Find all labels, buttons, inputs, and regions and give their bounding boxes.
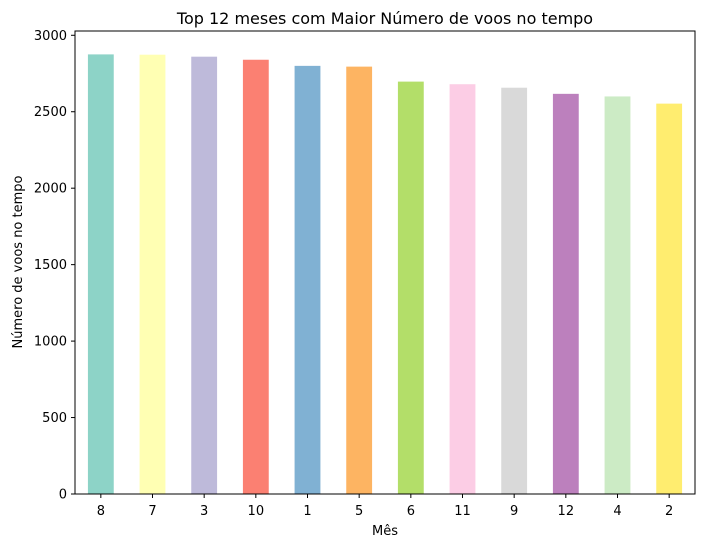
bar-1 [294, 65, 321, 495]
x-tick-label: 4 [613, 504, 621, 519]
y-tick-label: 1500 [34, 258, 67, 273]
y-tick-label: 2000 [34, 182, 67, 197]
x-tick-label: 6 [407, 504, 415, 519]
y-axis-label: Número de voos no tempo [11, 175, 26, 348]
y-tick-label: 0 [59, 488, 67, 503]
bar-5 [346, 66, 373, 495]
bar-7 [139, 54, 166, 494]
y-ticks-group: 0 500 1000 1500 2000 2500 3000 [34, 29, 75, 503]
bar-3 [191, 56, 218, 495]
x-tick-label: 9 [510, 504, 518, 519]
y-tick-label: 1000 [34, 335, 67, 350]
bar-12 [552, 93, 579, 494]
bar-10 [242, 59, 269, 494]
x-tick-label: 1 [303, 504, 311, 519]
x-tick-label: 12 [558, 504, 575, 519]
x-axis-label: Mês [372, 524, 398, 539]
y-tick-label: 500 [42, 411, 67, 426]
bar-11 [449, 84, 476, 494]
chart-title: Top 12 meses com Maior Número de voos no… [176, 9, 593, 28]
x-tick-label: 3 [200, 504, 208, 519]
x-ticks-group: 8 7 3 10 1 5 6 11 9 12 4 2 [97, 494, 673, 519]
bar-4 [604, 96, 631, 495]
plot-frame [74, 30, 696, 495]
x-tick-label: 8 [97, 504, 105, 519]
y-tick-label: 2500 [34, 105, 67, 120]
bars-group [87, 54, 683, 495]
bar-9 [501, 87, 528, 494]
bar-6 [397, 81, 424, 495]
x-tick-label: 10 [248, 504, 265, 519]
x-tick-label: 5 [355, 504, 363, 519]
x-tick-label: 2 [665, 504, 673, 519]
bar-8 [87, 54, 114, 494]
x-tick-label: 7 [148, 504, 156, 519]
y-tick-label: 3000 [34, 29, 67, 44]
bar-2 [656, 103, 683, 495]
x-tick-label: 11 [454, 504, 471, 519]
